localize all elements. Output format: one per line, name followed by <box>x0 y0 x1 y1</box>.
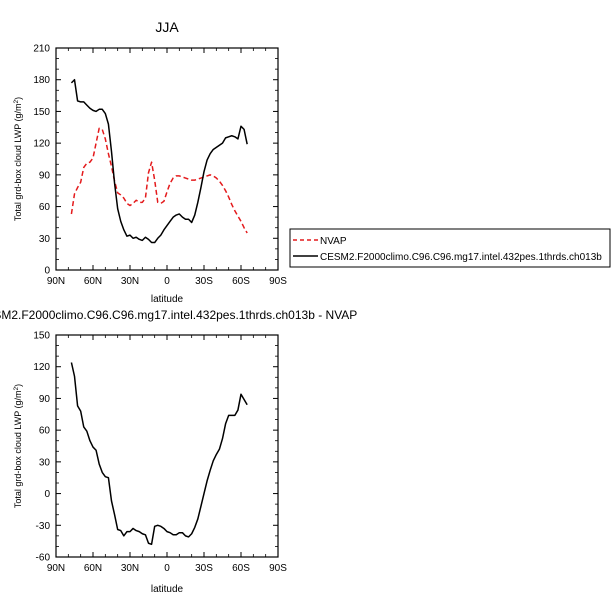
legend: NVAP CESM2.F2000climo.C96.C96.mg17.intel… <box>289 228 611 268</box>
bottom-y-tick-label: 60 <box>39 426 51 437</box>
top-series <box>70 78 248 244</box>
top-x-axis-label: latitude <box>151 294 184 305</box>
top-y-tick-label: 120 <box>33 139 50 150</box>
legend-label-nvap: NVAP <box>320 236 347 247</box>
top-x-tick-label: 30N <box>121 276 139 287</box>
top-x-tick-label: 90N <box>47 276 65 287</box>
top-ticks: 90N 60N 30N 0 30S 60S 90S 0 30 60 90 120 150 180 210 <box>33 44 287 288</box>
bottom-y-tick-label: 90 <box>39 394 51 405</box>
top-y-tick-label: 150 <box>33 107 50 118</box>
bottom-ticks: 90N 60N 30N 0 30S 60S 90S -60 -30 0 30 60 90 120 150 <box>33 331 287 575</box>
bottom-y-tick-label: 30 <box>39 457 51 468</box>
top-y-axis-label: Total grd-box cloud LWP (g/m2) <box>13 97 24 221</box>
top-x-tick-label: 30S <box>195 276 213 287</box>
top-y-tick-label: 60 <box>39 202 51 213</box>
bottom-series <box>70 362 248 546</box>
bottom-panel: CESM2.F2000climo.C96.C96.mg17.intel.432p… <box>0 308 357 595</box>
top-y-tick-label: 0 <box>44 266 50 277</box>
top-panel: JJA 90N 60N 30N 0 30S 60S 90S 0 30 60 90 120 150 180 2… <box>13 19 288 305</box>
bottom-x-tick-label: 60N <box>84 563 102 574</box>
top-y-tick-label: 180 <box>33 75 50 86</box>
bottom-x-tick-label: 90N <box>47 563 65 574</box>
top-y-tick-label: 90 <box>39 170 51 181</box>
bottom-y-tick-label: 150 <box>33 331 50 342</box>
bottom-x-axis-label: latitude <box>151 584 184 595</box>
bottom-y-tick-label: -30 <box>36 521 51 532</box>
bottom-y-tick-label: -60 <box>36 553 51 564</box>
bottom-y-axis-label: Total grd-box cloud LWP (g/m2) <box>13 384 24 508</box>
top-x-tick-label: 60N <box>84 276 102 287</box>
bottom-title: CESM2.F2000climo.C96.C96.mg17.intel.432p… <box>0 308 357 322</box>
legend-label-model: CESM2.F2000climo.C96.C96.mg17.intel.432p… <box>320 252 602 263</box>
bottom-x-tick-label: 60S <box>232 563 250 574</box>
bottom-x-tick-label: 0 <box>164 563 170 574</box>
top-x-tick-label: 60S <box>232 276 250 287</box>
bottom-x-tick-label: 30N <box>121 563 139 574</box>
top-y-tick-label: 30 <box>39 234 51 245</box>
bottom-y-tick-label: 120 <box>33 362 50 373</box>
top-x-tick-label: 90S <box>269 276 287 287</box>
bottom-y-tick-label: 0 <box>44 489 50 500</box>
bottom-x-tick-label: 30S <box>195 563 213 574</box>
top-series-line-1 <box>70 78 248 244</box>
top-y-tick-label: 210 <box>33 44 50 55</box>
bottom-x-tick-label: 90S <box>269 563 287 574</box>
top-x-tick-label: 0 <box>164 276 170 287</box>
top-title: JJA <box>155 19 179 35</box>
legend-box <box>289 228 611 268</box>
bottom-series-line-0 <box>70 362 248 546</box>
